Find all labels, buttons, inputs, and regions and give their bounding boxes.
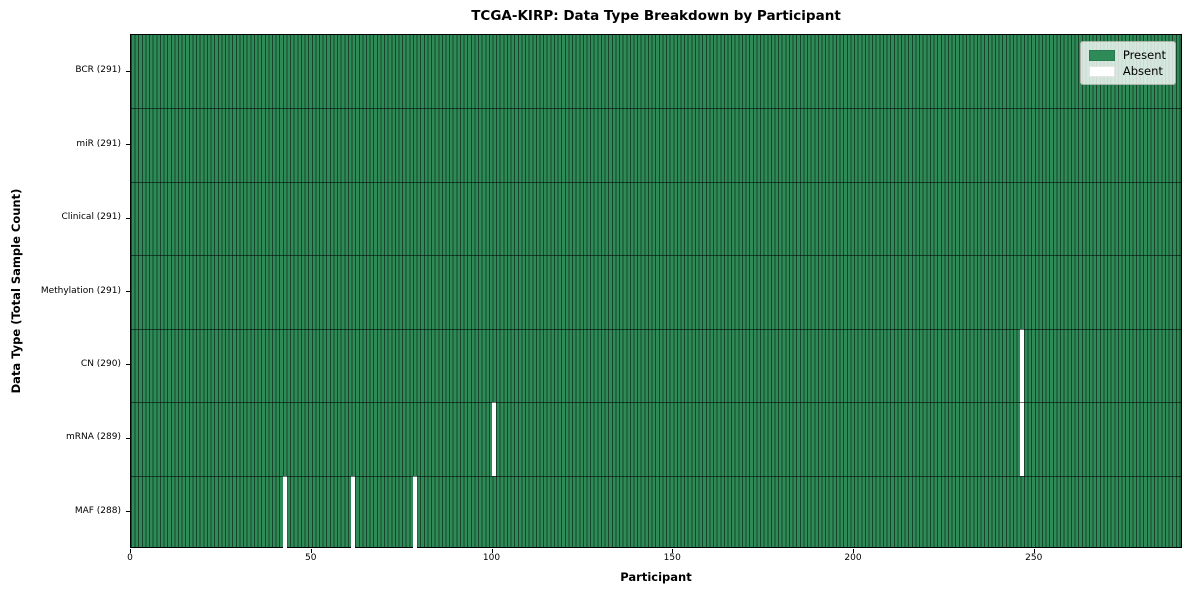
row-separator [131,181,1181,183]
legend: Present Absent [1079,41,1176,85]
legend-item-present: Present [1088,47,1166,63]
row-separator [131,402,1181,404]
y-tick-mark [126,70,130,72]
heatmap-row-mir [131,108,1181,181]
legend-label-present: Present [1122,48,1166,62]
y-tick-mark [126,511,130,513]
y-tick-label-clinical: Clinical (291) [61,212,121,223]
chart-title: TCGA-KIRP: Data Type Breakdown by Partic… [471,8,841,24]
absent-marker-maf-61 [351,475,356,549]
legend-item-absent: Absent [1088,63,1166,79]
y-tick-mark [126,144,130,146]
plot-area [130,34,1182,549]
row-separator [131,108,1181,110]
legend-swatch-absent [1088,65,1115,77]
x-tick-mark [310,549,312,553]
y-tick-mark [126,291,130,292]
x-tick-label-0: 0 [127,553,133,563]
x-tick-mark [853,549,855,553]
x-axis-title: Participant [620,570,692,584]
absent-marker-mrna-246 [1020,402,1025,476]
y-tick-mark [126,364,130,366]
x-tick-mark [672,549,674,553]
y-tick-label-mrna: mRNA (289) [66,432,121,443]
x-tick-label-150: 150 [663,553,681,563]
y-tick-label-mir: miR (291) [76,138,121,149]
x-tick-mark [491,549,493,553]
x-tick-label-250: 250 [1025,553,1043,563]
y-tick-label-maf: MAF (288) [74,505,121,516]
heatmap-row-maf [131,476,1181,549]
x-tick-label-50: 50 [305,553,317,563]
absent-marker-maf-78 [412,475,417,549]
heatmap-row-methylation [131,255,1181,328]
y-tick-mark [126,217,130,219]
heatmap-row-bcr [131,35,1181,108]
absent-marker-cn-246 [1020,328,1025,403]
row-separator [131,328,1181,330]
y-tick-mark [126,437,130,439]
heatmap-row-clinical [131,182,1181,255]
absent-marker-maf-42 [282,475,287,549]
y-tick-label-cn: CN (290) [80,358,121,369]
x-tick-mark [1033,549,1035,553]
absent-marker-mrna-100 [492,402,497,476]
x-tick-mark [130,549,131,553]
x-tick-label-100: 100 [482,553,501,563]
x-tick-label-200: 200 [844,553,862,563]
legend-swatch-present [1088,49,1115,61]
row-separator [131,255,1181,257]
y-tick-label-methylation: Methylation (291) [40,285,121,296]
y-tick-label-bcr: BCR (291) [75,65,121,76]
row-separator [131,475,1181,477]
legend-label-absent: Absent [1122,64,1163,78]
